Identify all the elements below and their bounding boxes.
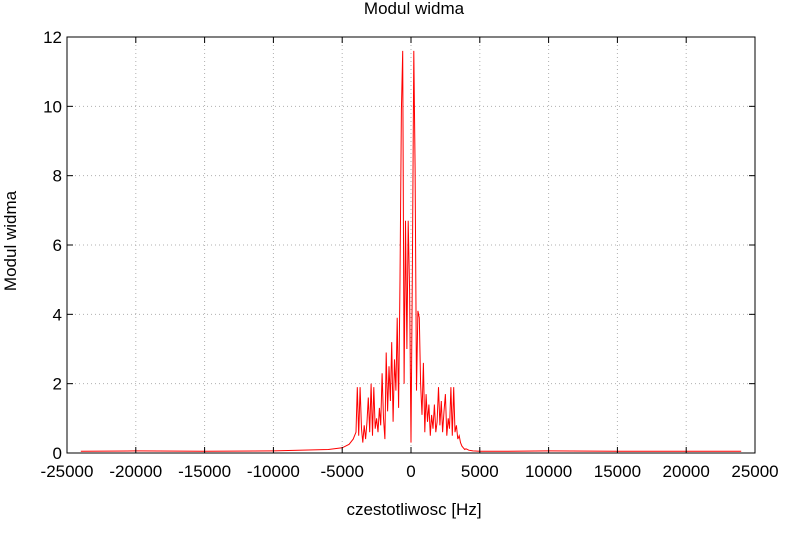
y-tick-labels: 0 2 4 6 8 10 12 bbox=[43, 28, 62, 463]
y-axis-label: Modul widma bbox=[1, 190, 20, 291]
x-tick-label: 10000 bbox=[525, 462, 572, 481]
x-tick-labels: -25000 -20000 -15000 -10000 -5000 0 5000 10000 1… bbox=[41, 462, 779, 481]
x-tick-label: -10000 bbox=[247, 462, 300, 481]
x-tick-label: 0 bbox=[406, 462, 415, 481]
y-tick-label: 4 bbox=[53, 305, 62, 324]
y-tick-label: 10 bbox=[43, 97, 62, 116]
y-tick-label: 6 bbox=[53, 236, 62, 255]
y-tick-label: 12 bbox=[43, 28, 62, 47]
x-tick-label: -20000 bbox=[109, 462, 162, 481]
y-tick-label: 0 bbox=[53, 444, 62, 463]
y-tick-label: 8 bbox=[53, 167, 62, 186]
chart-title: Modul widma bbox=[364, 0, 465, 18]
series-line-0 bbox=[80, 50, 742, 452]
x-tick-label: -25000 bbox=[41, 462, 94, 481]
x-tick-label: -5000 bbox=[320, 462, 363, 481]
x-tick-label: 20000 bbox=[663, 462, 710, 481]
y-tick-label: 2 bbox=[53, 375, 62, 394]
series-layer bbox=[80, 50, 742, 452]
x-tick-label: -15000 bbox=[178, 462, 231, 481]
x-tick-label: 25000 bbox=[731, 462, 778, 481]
ticks bbox=[66, 36, 756, 454]
x-axis-label: czestotliwosc [Hz] bbox=[346, 500, 481, 519]
x-tick-label: 15000 bbox=[594, 462, 641, 481]
x-tick-label: 5000 bbox=[461, 462, 499, 481]
